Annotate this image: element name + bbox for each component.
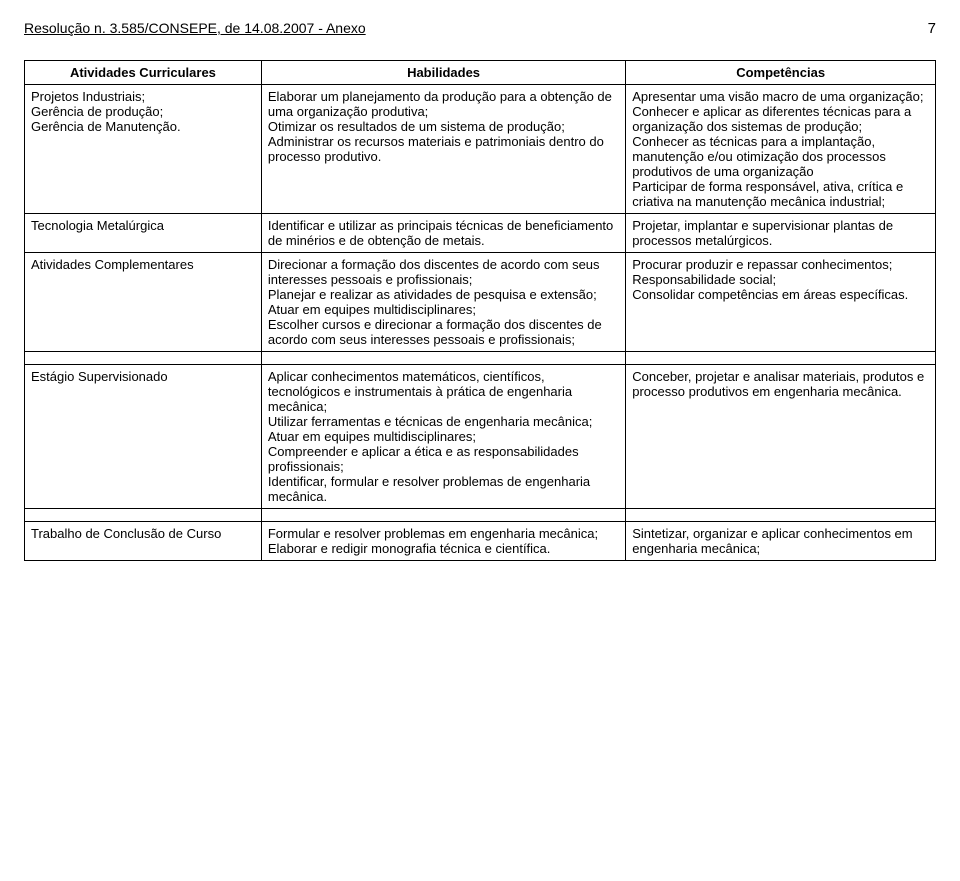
cell-habilidades: Formular e resolver problemas em engenha… <box>261 522 625 561</box>
cell-competencias: Conceber, projetar e analisar materiais,… <box>626 365 936 509</box>
header-title: Resolução n. 3.585/CONSEPE, de 14.08.200… <box>24 20 366 36</box>
cell-habilidades: Direcionar a formação dos discentes de a… <box>261 253 625 352</box>
cell-atividades: Projetos Industriais; Gerência de produç… <box>25 85 262 214</box>
cell-atividades: Trabalho de Conclusão de Curso <box>25 522 262 561</box>
table-row: Atividades Complementares Direcionar a f… <box>25 253 936 352</box>
document-header: Resolução n. 3.585/CONSEPE, de 14.08.200… <box>24 20 936 36</box>
cell-atividades: Estágio Supervisionado <box>25 365 262 509</box>
col-header-habilidades: Habilidades <box>261 61 625 85</box>
curriculum-table: Atividades Curriculares Habilidades Comp… <box>24 60 936 561</box>
col-header-competencias: Competências <box>626 61 936 85</box>
cell-competencias: Sintetizar, organizar e aplicar conhecim… <box>626 522 936 561</box>
cell-atividades: Tecnologia Metalúrgica <box>25 214 262 253</box>
page-number: 7 <box>928 20 936 37</box>
cell-habilidades: Elaborar um planejamento da produção par… <box>261 85 625 214</box>
cell-atividades: Atividades Complementares <box>25 253 262 352</box>
table-row: Estágio Supervisionado Aplicar conhecime… <box>25 365 936 509</box>
table-row: Trabalho de Conclusão de Curso Formular … <box>25 522 936 561</box>
spacer-row <box>25 352 936 365</box>
cell-competencias: Procurar produzir e repassar conheciment… <box>626 253 936 352</box>
cell-habilidades: Aplicar conhecimentos matemáticos, cient… <box>261 365 625 509</box>
col-header-atividades: Atividades Curriculares <box>25 61 262 85</box>
table-header-row: Atividades Curriculares Habilidades Comp… <box>25 61 936 85</box>
spacer-row <box>25 509 936 522</box>
cell-competencias: Apresentar uma visão macro de uma organi… <box>626 85 936 214</box>
table-row: Projetos Industriais; Gerência de produç… <box>25 85 936 214</box>
table-row: Tecnologia Metalúrgica Identificar e uti… <box>25 214 936 253</box>
cell-habilidades: Identificar e utilizar as principais téc… <box>261 214 625 253</box>
cell-competencias: Projetar, implantar e supervisionar plan… <box>626 214 936 253</box>
